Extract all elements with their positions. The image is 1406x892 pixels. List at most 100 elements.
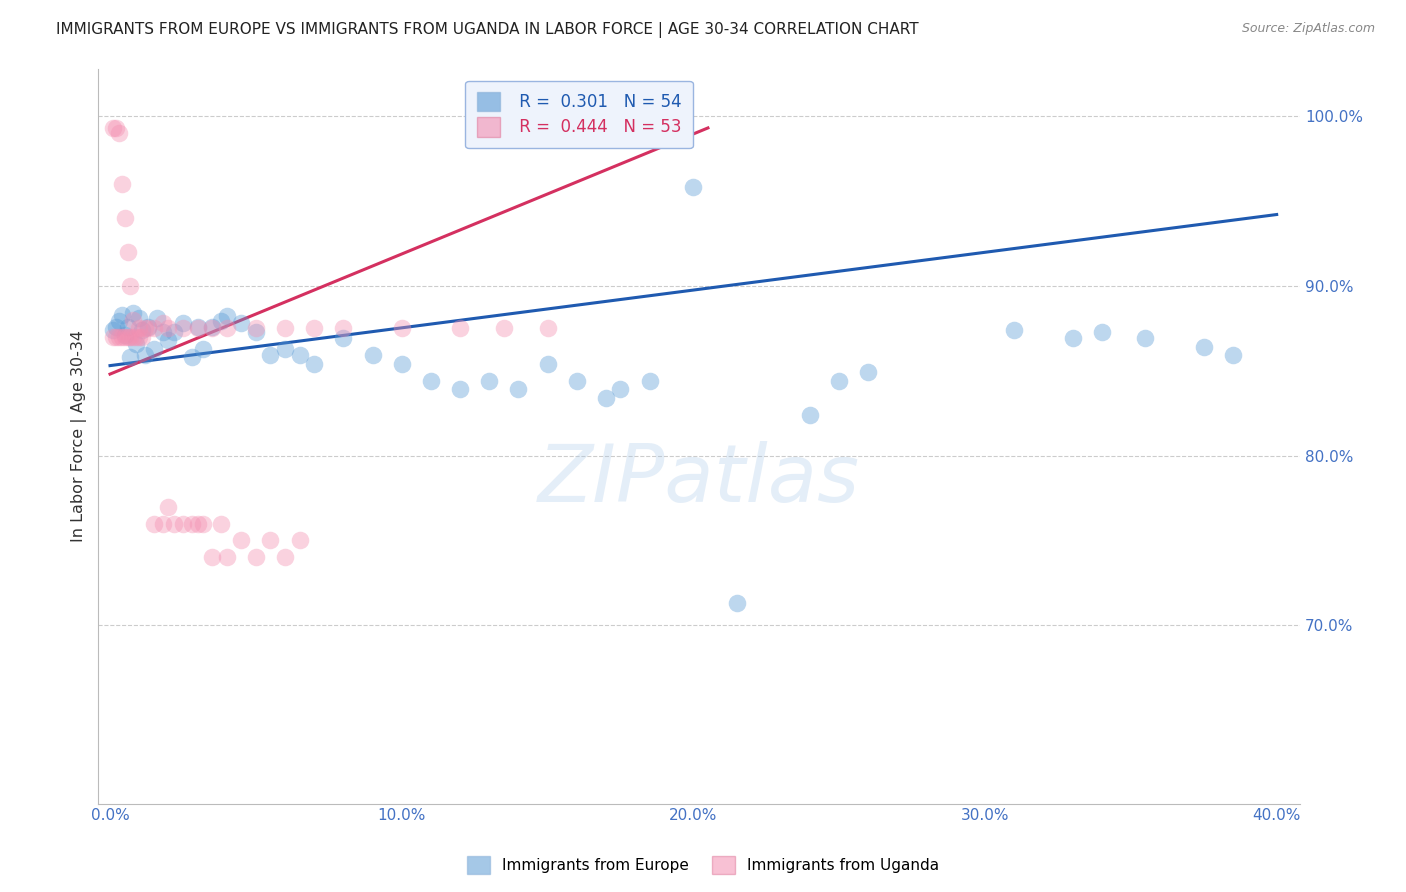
Point xyxy=(302,321,325,335)
Y-axis label: In Labor Force | Age 30-34: In Labor Force | Age 30-34 xyxy=(72,330,87,542)
Legend:  R =  0.301   N = 54,  R =  0.444   N = 53: R = 0.301 N = 54, R = 0.444 N = 53 xyxy=(465,80,693,148)
Point xyxy=(122,306,145,320)
Point xyxy=(1192,340,1215,354)
Point xyxy=(125,330,148,344)
Point xyxy=(215,310,238,324)
Point xyxy=(259,533,281,548)
Point xyxy=(201,550,224,565)
Point xyxy=(274,342,297,356)
Point xyxy=(157,321,180,335)
Point xyxy=(186,321,208,335)
Point xyxy=(508,383,530,397)
Point xyxy=(332,331,354,345)
Point xyxy=(180,350,202,364)
Point xyxy=(114,211,136,225)
Point xyxy=(245,325,267,339)
Point xyxy=(180,516,202,531)
Point xyxy=(858,365,880,379)
Point xyxy=(145,311,167,326)
Point xyxy=(332,321,354,335)
Point xyxy=(122,312,145,326)
Point xyxy=(142,516,165,531)
Point xyxy=(245,321,267,335)
Point xyxy=(1062,331,1084,345)
Point xyxy=(193,516,215,531)
Point xyxy=(101,330,124,344)
Point xyxy=(172,516,194,531)
Point xyxy=(142,321,165,335)
Point xyxy=(111,177,134,191)
Point xyxy=(274,321,297,335)
Point xyxy=(449,383,471,397)
Point xyxy=(201,321,224,335)
Point xyxy=(259,348,281,362)
Point xyxy=(128,311,150,326)
Point xyxy=(120,278,142,293)
Point xyxy=(609,383,631,397)
Point xyxy=(117,330,139,344)
Point xyxy=(1091,325,1114,339)
Point xyxy=(134,348,156,362)
Point xyxy=(1135,331,1157,345)
Point xyxy=(131,323,153,337)
Point xyxy=(193,342,215,356)
Point xyxy=(215,321,238,335)
Point xyxy=(1222,348,1244,362)
Point xyxy=(231,533,253,548)
Point xyxy=(186,516,208,531)
Point xyxy=(114,330,136,344)
Point xyxy=(114,328,136,343)
Point xyxy=(104,120,127,135)
Point xyxy=(128,321,150,335)
Point xyxy=(201,319,224,334)
Point xyxy=(536,357,558,371)
Point xyxy=(157,333,180,347)
Point xyxy=(186,319,208,334)
Point xyxy=(492,321,515,335)
Point xyxy=(595,391,617,405)
Point xyxy=(117,244,139,259)
Point xyxy=(478,374,501,388)
Point xyxy=(209,516,232,531)
Point xyxy=(157,500,180,514)
Point xyxy=(120,330,142,344)
Point xyxy=(215,550,238,565)
Point xyxy=(274,550,297,565)
Point xyxy=(142,342,165,356)
Text: ZIPatlas: ZIPatlas xyxy=(538,442,860,519)
Point xyxy=(725,596,748,610)
Point xyxy=(107,330,129,344)
Point xyxy=(152,316,174,330)
Point xyxy=(104,319,127,334)
Point xyxy=(288,348,311,362)
Point xyxy=(172,316,194,330)
Point xyxy=(682,180,704,194)
Point xyxy=(799,408,821,422)
Point xyxy=(152,325,174,339)
Point xyxy=(125,336,148,351)
Point xyxy=(128,330,150,344)
Point xyxy=(136,321,159,335)
Point xyxy=(152,516,174,531)
Point xyxy=(120,350,142,364)
Point xyxy=(1002,323,1025,337)
Point xyxy=(111,308,134,322)
Point xyxy=(122,330,145,344)
Point xyxy=(449,321,471,335)
Point xyxy=(104,330,127,344)
Point xyxy=(209,314,232,328)
Point xyxy=(111,330,134,344)
Point xyxy=(163,325,186,339)
Point xyxy=(565,374,588,388)
Point xyxy=(638,374,661,388)
Point xyxy=(172,321,194,335)
Point xyxy=(391,321,413,335)
Point xyxy=(163,516,186,531)
Point xyxy=(131,330,153,344)
Point xyxy=(245,550,267,565)
Text: IMMIGRANTS FROM EUROPE VS IMMIGRANTS FROM UGANDA IN LABOR FORCE | AGE 30-34 CORR: IMMIGRANTS FROM EUROPE VS IMMIGRANTS FRO… xyxy=(56,22,920,38)
Text: Source: ZipAtlas.com: Source: ZipAtlas.com xyxy=(1241,22,1375,36)
Point xyxy=(134,321,156,335)
Point xyxy=(107,126,129,140)
Point xyxy=(231,316,253,330)
